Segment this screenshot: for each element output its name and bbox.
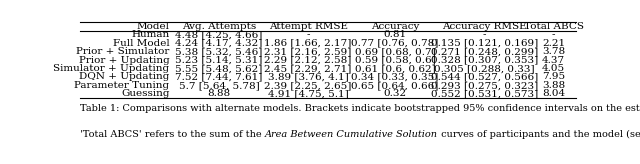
- Text: Guessing: Guessing: [121, 89, 170, 98]
- Text: 0.293 [0.275, 0.323]: 0.293 [0.275, 0.323]: [431, 81, 538, 90]
- Text: 2.45 [2.29, 2.71]: 2.45 [2.29, 2.71]: [264, 64, 352, 73]
- Text: 4.05: 4.05: [542, 64, 565, 73]
- Text: 2.21: 2.21: [542, 39, 565, 48]
- Text: -: -: [483, 30, 486, 39]
- Text: 0.135 [0.121, 0.169]: 0.135 [0.121, 0.169]: [431, 39, 538, 48]
- Text: 0.32: 0.32: [383, 89, 406, 98]
- Text: 0.69 [0.68, 0.7]: 0.69 [0.68, 0.7]: [355, 47, 435, 56]
- Text: 3.89 [3.76, 4.1]: 3.89 [3.76, 4.1]: [268, 72, 349, 82]
- Text: 0.544 [0.527, 0.566]: 0.544 [0.527, 0.566]: [431, 72, 538, 82]
- Text: 'Total ABCS' refers to the sum of the: 'Total ABCS' refers to the sum of the: [80, 130, 265, 139]
- Text: -: -: [552, 30, 556, 39]
- Text: Avg. Attempts: Avg. Attempts: [182, 22, 256, 31]
- Text: 5.23 [5.14, 5.31]: 5.23 [5.14, 5.31]: [175, 56, 262, 65]
- Text: 1.86 [1.66, 2.17]: 1.86 [1.66, 2.17]: [264, 39, 352, 48]
- Text: 0.61 [0.6, 0.62]: 0.61 [0.6, 0.62]: [355, 64, 435, 73]
- Text: 2.39 [2.25, 2.65]: 2.39 [2.25, 2.65]: [264, 81, 352, 90]
- Text: -: -: [307, 30, 310, 39]
- Text: Simulator + Updating: Simulator + Updating: [53, 64, 170, 73]
- Text: 5.55 [5.48, 5.62]: 5.55 [5.48, 5.62]: [175, 64, 262, 73]
- Text: Full Model: Full Model: [113, 39, 170, 48]
- Text: Table 1: Comparisons with alternate models. Brackets indicate bootstrapped 95% c: Table 1: Comparisons with alternate mode…: [80, 104, 640, 113]
- Text: 8.88: 8.88: [207, 89, 230, 98]
- Text: curves of participants and the model (see: curves of participants and the model (se…: [438, 130, 640, 139]
- Text: Total ABCS: Total ABCS: [524, 22, 584, 31]
- Text: 7.95: 7.95: [542, 72, 565, 82]
- Text: Human: Human: [131, 30, 170, 39]
- Text: 4.24 [4.17, 4.32]: 4.24 [4.17, 4.32]: [175, 39, 262, 48]
- Text: Parameter Tuning: Parameter Tuning: [74, 81, 170, 90]
- Text: Accuracy RMSE: Accuracy RMSE: [442, 22, 527, 31]
- Text: 7.52 [7.44, 7.61]: 7.52 [7.44, 7.61]: [175, 72, 262, 82]
- Text: 0.271 [0.248, 0.299]: 0.271 [0.248, 0.299]: [431, 47, 538, 56]
- Text: 2.29 [2.12, 2.58]: 2.29 [2.12, 2.58]: [264, 56, 352, 65]
- Text: 0.34 [0.33, 0.35]: 0.34 [0.33, 0.35]: [351, 72, 438, 82]
- Text: 0.65 [0.64, 0.66]: 0.65 [0.64, 0.66]: [351, 81, 438, 90]
- Text: 4.37: 4.37: [542, 56, 565, 65]
- Text: Prior + Simulator: Prior + Simulator: [76, 47, 170, 56]
- Text: 0.77 [0.76, 0.78]: 0.77 [0.76, 0.78]: [351, 39, 438, 48]
- Text: 5.7 [5.64, 5.78]: 5.7 [5.64, 5.78]: [179, 81, 259, 90]
- Text: 0.305 [0.288, 0.33]: 0.305 [0.288, 0.33]: [434, 64, 534, 73]
- Text: Prior + Updating: Prior + Updating: [79, 56, 170, 65]
- Text: DQN + Updating: DQN + Updating: [79, 72, 170, 82]
- Text: Model: Model: [136, 22, 170, 31]
- Text: 3.78: 3.78: [542, 47, 565, 56]
- Text: 0.552 [0.531, 0.573]: 0.552 [0.531, 0.573]: [431, 89, 538, 98]
- Text: 0.59 [0.58, 0.6]: 0.59 [0.58, 0.6]: [355, 56, 435, 65]
- Text: 3.88: 3.88: [542, 81, 565, 90]
- Text: 8.04: 8.04: [542, 89, 565, 98]
- Text: 5.38 [5.32, 5.46]: 5.38 [5.32, 5.46]: [175, 47, 262, 56]
- Text: Area Between Cumulative Solution: Area Between Cumulative Solution: [265, 130, 438, 139]
- Text: 4.48 [4.25, 4.66]: 4.48 [4.25, 4.66]: [175, 30, 262, 39]
- Text: Accuracy: Accuracy: [371, 22, 419, 31]
- Text: Attempt RMSE: Attempt RMSE: [269, 22, 348, 31]
- Text: 0.328 [0.307, 0.353]: 0.328 [0.307, 0.353]: [431, 56, 538, 65]
- Text: 2.31 [2.16, 2.59]: 2.31 [2.16, 2.59]: [264, 47, 352, 56]
- Text: 4.91 [4.75, 5.1]: 4.91 [4.75, 5.1]: [268, 89, 349, 98]
- Text: 0.81: 0.81: [383, 30, 406, 39]
